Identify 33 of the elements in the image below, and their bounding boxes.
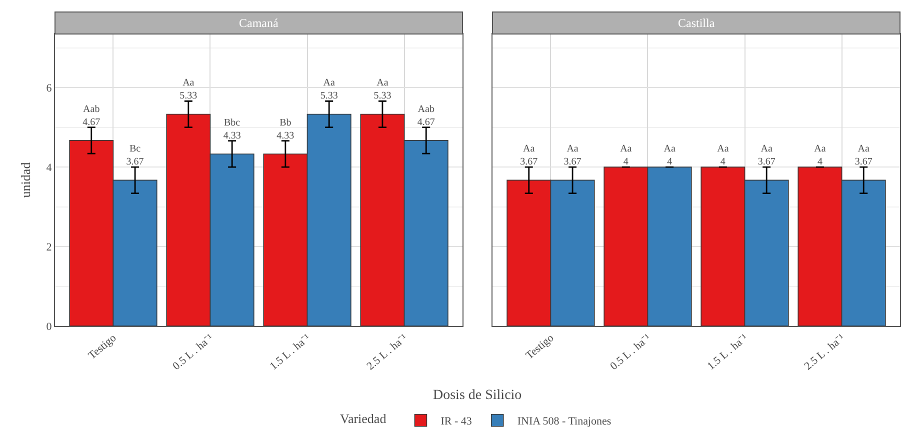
y-tick-label: 6 [46,82,52,94]
y-tick-label: 2 [46,241,52,254]
data-label: Bb 4.33 [276,117,294,142]
data-label: Aa 3.67 [564,144,582,168]
data-label: Aa 3.67 [758,144,776,168]
chart-title: Camaná [239,16,279,30]
chart-title: Castilla [678,16,716,30]
x-tick-label: 2.5 L . ha⁻¹ [364,332,410,373]
data-label: Aa 3.67 [854,144,872,168]
y-axis-title: unidad [18,162,34,198]
data-label: Aab 4.67 [82,104,100,128]
data-label: Aa 4 [717,144,730,168]
data-label: Aa 5.33 [320,78,338,102]
legend-label: IR - 43 [440,416,472,428]
x-tick-label: 1.5 L . ha⁻¹ [705,332,750,373]
x-tick-label: 1.5 L . ha⁻¹ [268,332,313,373]
x-tick-label: 0.5 L . ha⁻¹ [170,332,216,373]
data-label: Aa 5.33 [374,78,392,102]
x-tick-label: 2.5 L . ha⁻¹ [802,332,848,373]
legend-label: INIA 508 - Tinajones [517,416,612,428]
data-label: Aa 4 [664,144,676,168]
data-label: Aab 4.67 [417,104,435,128]
data-label: Aa 3.67 [520,144,538,168]
y-tick-label: 0 [46,320,52,333]
legend-title: Variedad [340,410,393,426]
data-label: Aa 5.33 [180,78,198,102]
data-label: Aa 4 [814,144,826,168]
y-tick-label: 4 [46,162,52,174]
data-label: Aa 4 [620,144,632,168]
data-label: Bc 3.67 [126,144,144,168]
x-tick-label: 0.5 L . ha⁻¹ [608,332,654,373]
data-label: Bbc 4.33 [223,117,241,142]
x-axis-title: Dosis de Silicio [433,388,522,403]
